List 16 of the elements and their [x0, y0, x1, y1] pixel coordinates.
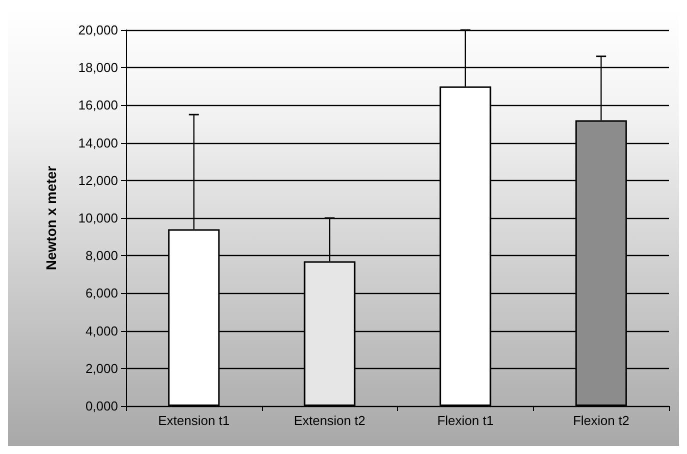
y-tick-label: 10,000	[78, 210, 118, 226]
y-axis-title: Newton x meter	[43, 165, 59, 270]
y-tick-label: 12,000	[78, 172, 118, 188]
y-tick-label: 8,000	[85, 248, 118, 264]
y-tick-label: 20,000	[78, 22, 118, 38]
y-tick-label: 16,000	[78, 98, 118, 113]
y-tick-label: 4,000	[85, 323, 118, 338]
x-tick-label: Extension t1	[158, 413, 230, 428]
y-tick-label: 18,000	[78, 60, 118, 76]
y-tick-label: 2,000	[85, 360, 118, 376]
x-tick-label: Extension t2	[294, 413, 366, 428]
y-tick-label: 14,000	[78, 135, 118, 150]
y-tick-label: 6,000	[85, 286, 118, 301]
y-tick-label: 0,000	[85, 398, 118, 414]
x-tick-label: Flexion t2	[572, 413, 630, 428]
x-tick-label: Flexion t1	[437, 413, 494, 428]
